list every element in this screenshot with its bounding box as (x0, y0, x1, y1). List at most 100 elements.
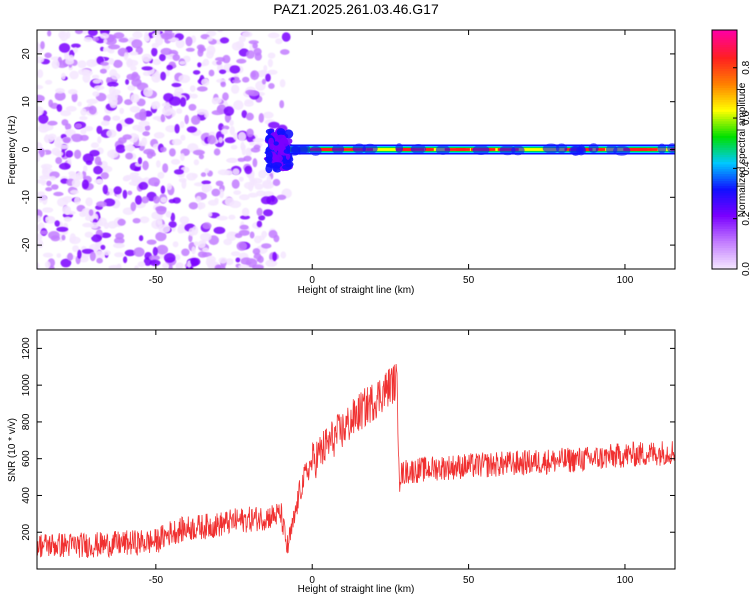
spectrogram-noise-blob (97, 136, 102, 144)
colorbar-segment (712, 151, 737, 155)
spectrogram-noise-blob (200, 232, 212, 242)
spectrogram-noise-blob (180, 153, 185, 162)
spectrogram-noise-blob (100, 232, 112, 239)
spectrogram-noise-blob (40, 41, 45, 50)
spectrogram-noise-blob (235, 257, 241, 263)
spectrogram-noise-blob (37, 224, 43, 232)
colorbar-segment (712, 77, 737, 81)
spectrogram-noise-blob (207, 212, 213, 217)
spectrogram-noise-blob (241, 147, 246, 156)
spectrogram-plot-area (37, 30, 675, 269)
spectrogram-noise-blob (133, 247, 145, 257)
spectrogram-noise-blob (60, 110, 72, 117)
spectrogram-tone-bump (472, 145, 490, 155)
colorbar-segment (712, 63, 737, 67)
colorbar-segment (712, 123, 737, 127)
colorbar-segment (712, 53, 737, 57)
snr-y-tick-label: 200 (21, 523, 32, 540)
spectrogram-noise-blob (166, 64, 173, 71)
spectrogram-tone-bump (395, 143, 404, 154)
spectrogram-noise-blob (88, 105, 97, 115)
spectrogram-noise-blob (137, 157, 143, 165)
spectrogram-y-tick-label: 20 (21, 48, 32, 60)
spectrogram-noise-blob (44, 52, 52, 59)
spectrogram-noise-blob (132, 218, 141, 224)
spectrogram-noise-blob (181, 179, 187, 189)
spectrogram-noise-blob (267, 69, 278, 75)
spectrogram-x-axis-label: Height of straight line (km) (298, 285, 415, 296)
spectrogram-noise-blob (272, 251, 277, 262)
spectrogram-noise-blob (176, 108, 183, 114)
colorbar-segment (712, 58, 737, 62)
colorbar-segment (712, 156, 737, 160)
spectrogram-noise-blob (219, 37, 230, 44)
colorbar-segment (712, 199, 737, 203)
spectrogram-noise-blob (61, 119, 69, 126)
spectrogram-noise-blob (69, 70, 79, 80)
spectrogram-noise-blob (37, 106, 44, 116)
spectrogram-noise-blob (151, 47, 158, 57)
spectrogram-noise-blob (125, 79, 130, 85)
spectrogram-noise-blob (192, 70, 201, 75)
spectrogram-noise-blob (138, 181, 149, 190)
spectrogram-noise-blob (179, 216, 190, 225)
spectrogram-noise-blob (100, 61, 109, 66)
spectrogram-noise-blob (98, 217, 108, 227)
spectrogram-noise-blob (171, 82, 182, 88)
spectrogram-noise-blob (281, 32, 291, 42)
spectrogram-tone-bump (287, 145, 301, 156)
spectrogram-noise-blob (216, 215, 228, 221)
spectrogram-noise-blob (162, 106, 174, 116)
spectrogram-noise-blob (65, 105, 77, 112)
spectrogram-noise-blob (202, 58, 210, 66)
snr-y-axis-label: SNR (10 * v/v) (7, 418, 18, 482)
spectrogram-noise-blob (65, 150, 74, 158)
spectrogram-noise-blob (165, 69, 170, 77)
spectrogram-noise-blob (175, 254, 181, 261)
spectrogram-noise-blob (89, 251, 96, 262)
spectrogram-noise-blob (201, 180, 211, 185)
spectrogram-noise-blob (149, 259, 161, 267)
spectrogram-noise-blob (261, 243, 272, 249)
spectrogram-noise-blob (38, 148, 45, 158)
spectrogram-noise-blob (112, 115, 121, 121)
spectrogram-noise-blob (144, 125, 151, 131)
spectrogram-y-tick-label: 0 (21, 146, 32, 152)
spectrogram-noise-blob (37, 191, 45, 197)
colorbar-segment (712, 51, 737, 55)
colorbar-segment (712, 173, 737, 177)
spectrogram-noise-blob (96, 257, 103, 264)
spectrogram-noise-blob (83, 165, 88, 172)
spectrogram-noise-blob (68, 54, 75, 62)
spectrogram-noise-blob (142, 71, 151, 76)
spectrogram-noise-blob (45, 216, 55, 221)
colorbar-segment (712, 139, 737, 143)
colorbar-segment (712, 32, 737, 36)
spectrogram-tone-peak (424, 148, 434, 151)
spectrogram-tone-peak (595, 148, 603, 151)
spectrogram-noise-blob (157, 171, 165, 179)
colorbar-segment (712, 111, 737, 115)
spectrogram-noise-blob (110, 73, 121, 80)
spectrogram-noise-blob (187, 143, 199, 153)
spectrogram-noise-blob (198, 153, 204, 160)
spectrogram-noise-blob (85, 197, 93, 207)
spectrogram-noise-blob (138, 235, 144, 242)
spectrogram-noise-blob (251, 177, 263, 184)
spectrogram-noise-blob (163, 252, 176, 263)
spectrogram-noise-blob (242, 76, 250, 83)
spectrogram-noise-blob (44, 261, 51, 269)
spectrogram-noise-blob (84, 126, 94, 132)
snr-x-tick-label: 100 (617, 575, 634, 586)
spectrogram-noise-blob (217, 104, 226, 112)
colorbar-segment (712, 41, 737, 45)
spectrogram-noise-blob (89, 222, 99, 229)
spectrogram-noise-blob (218, 257, 228, 264)
spectrogram-noise-blob (155, 231, 167, 242)
colorbar-segment (712, 202, 737, 206)
spectrogram-noise-blob (114, 252, 125, 258)
colorbar-segment (712, 154, 737, 158)
spectrogram-noise-blob (46, 180, 52, 187)
colorbar-segment (712, 135, 737, 139)
spectrogram-noise-blob (127, 85, 136, 91)
